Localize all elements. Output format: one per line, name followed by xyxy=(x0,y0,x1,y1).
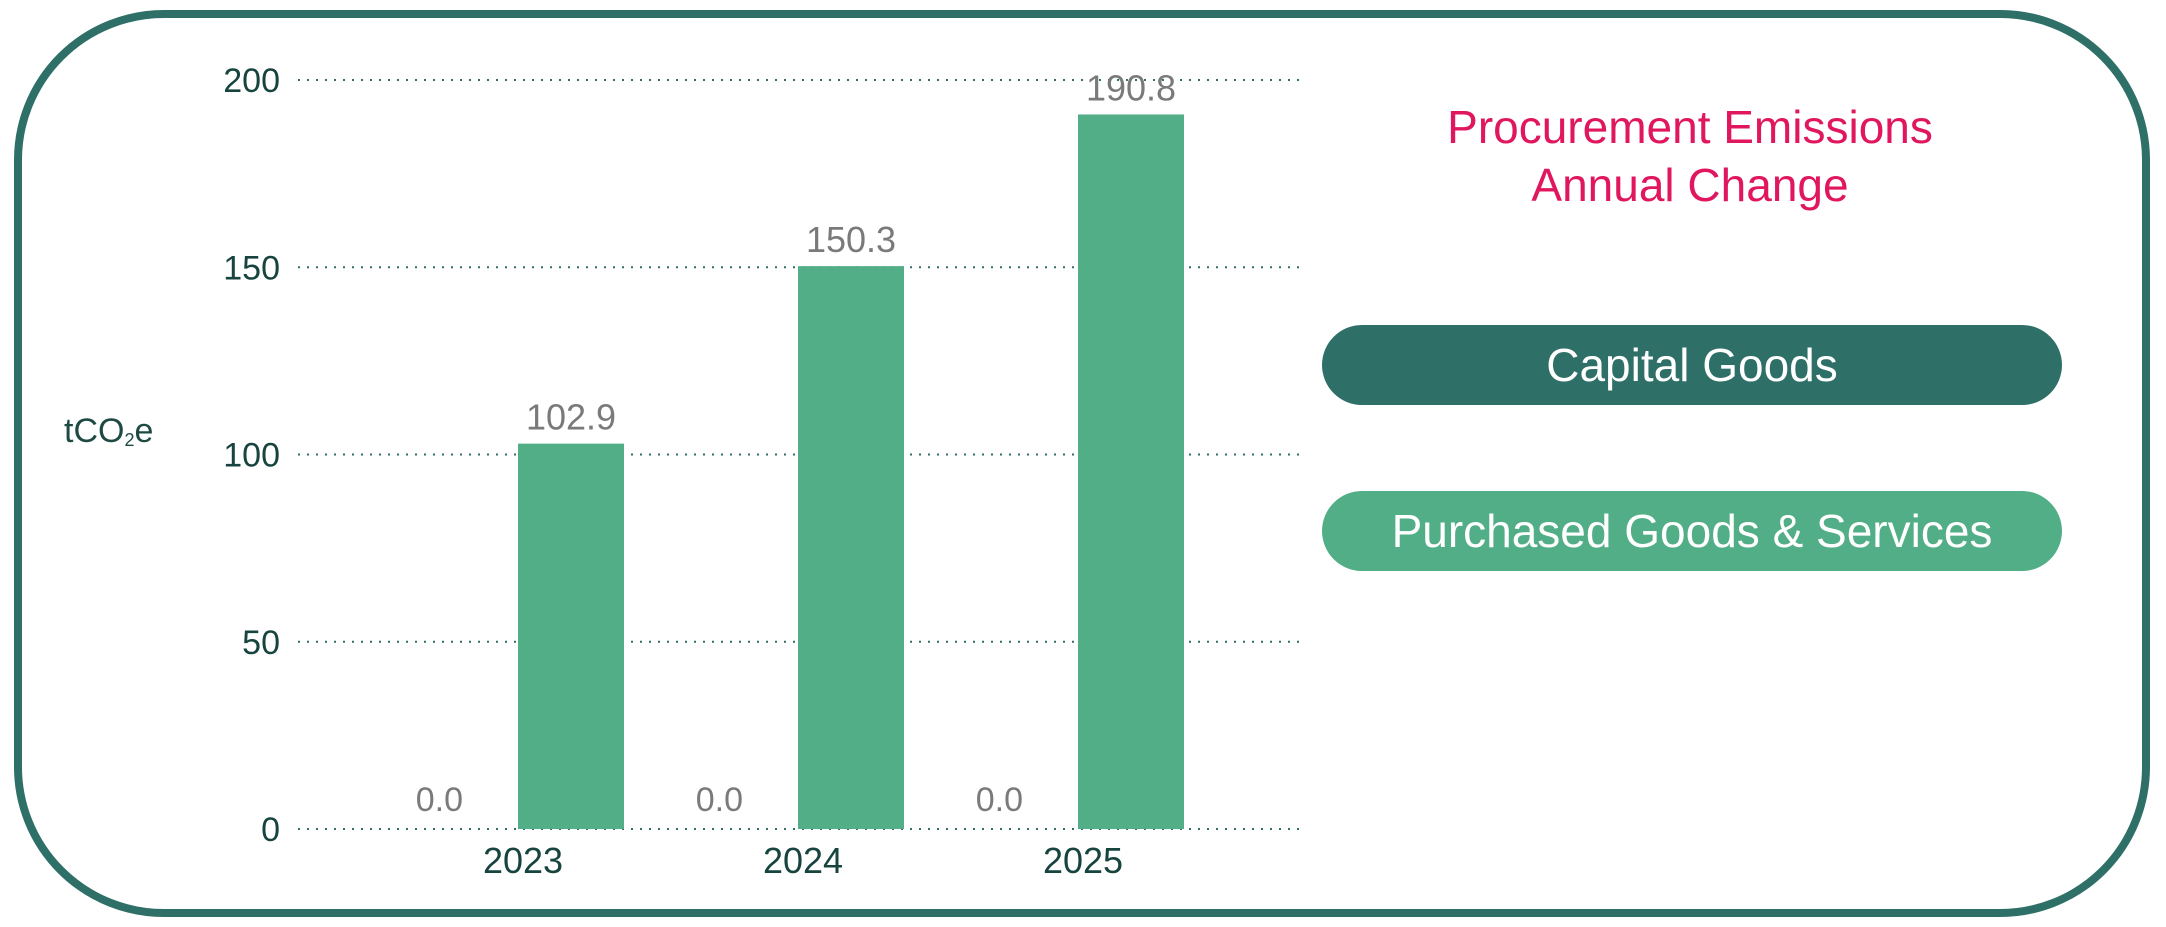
data-label-purchased-goods-2023: 102.9 xyxy=(526,397,616,438)
y-tick-label-0: 0 xyxy=(261,811,280,849)
chart-title: Procurement Emissions Annual Change xyxy=(1330,98,2050,214)
y-tick-label-100: 100 xyxy=(223,437,280,475)
bar-purchased-goods-2023 xyxy=(518,443,624,829)
chart-title-line-1: Procurement Emissions xyxy=(1447,101,1933,153)
data-label-purchased-goods-2025: 190.8 xyxy=(1086,67,1176,108)
y-tick-label-50: 50 xyxy=(242,624,280,662)
x-tick-label-2023: 2023 xyxy=(483,840,563,881)
data-label-capital-goods-2023: 0.0 xyxy=(416,781,463,819)
legend-item-capital-goods: Capital Goods xyxy=(1322,325,2062,405)
y-tick-label-200: 200 xyxy=(223,62,280,100)
bar-purchased-goods-2025 xyxy=(1078,114,1184,830)
legend-item-purchased-goods-services: Purchased Goods & Services xyxy=(1322,491,2062,571)
data-label-capital-goods-2024: 0.0 xyxy=(696,781,743,819)
x-tick-label-2025: 2025 xyxy=(1043,840,1123,881)
bar-purchased-goods-2024 xyxy=(798,266,904,830)
y-tick-label-150: 150 xyxy=(223,249,280,287)
x-tick-label-2024: 2024 xyxy=(763,840,843,881)
chart-title-line-2: Annual Change xyxy=(1531,159,1849,211)
y-axis-label: tCO2e xyxy=(64,412,154,450)
data-label-purchased-goods-2024: 150.3 xyxy=(806,219,896,260)
data-label-capital-goods-2025: 0.0 xyxy=(976,781,1023,819)
